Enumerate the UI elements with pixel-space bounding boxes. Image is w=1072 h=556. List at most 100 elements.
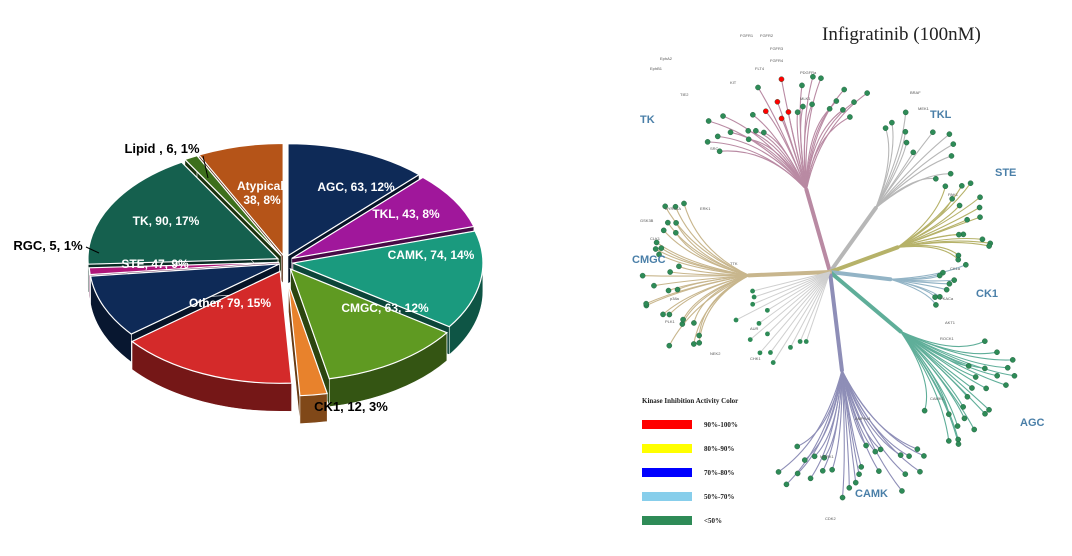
tree-kinase-label-braf: BRAF <box>910 90 921 95</box>
pie-slice-camk <box>290 230 484 328</box>
tree-group-label-camk: CAMK <box>855 488 888 500</box>
tree-leaf-other-11 <box>750 301 756 307</box>
tree-leaf-tk-20 <box>809 101 815 108</box>
pie-label-lipid: Lipid , 6, 1% <box>124 141 200 156</box>
tree-branch-ste-5 <box>897 196 981 248</box>
tree-trunk-cmgc <box>747 270 832 278</box>
tree-leaf-agc-17 <box>971 426 978 433</box>
tree-kinase-label-aur: AUR <box>750 326 759 331</box>
tree-branch-agc-14 <box>900 331 986 415</box>
tree-leaf-camk-7 <box>877 446 884 453</box>
tree-branch-tk-19 <box>799 85 807 190</box>
tree-leaf-agc-7 <box>1003 382 1009 388</box>
tree-leaf-tk-15 <box>785 109 792 115</box>
tree-leaf-ste-8 <box>977 214 983 220</box>
tree-trunk-camk <box>828 270 844 373</box>
tree-leaf-camk-2 <box>917 468 923 475</box>
pie-label-rgc: RGC, 5, 1% <box>13 238 83 253</box>
tree-branch-camk-6 <box>841 370 903 492</box>
tree-group-labels: TK TKL STE CK1 AGC CAMK CMGC <box>632 109 1045 500</box>
tree-leaf-ste-0 <box>942 183 949 190</box>
tree-kinase-label-erk1: ERK1 <box>700 206 711 211</box>
tree-leaf-tkl-11 <box>947 170 954 177</box>
tree-kinase-label-p38a: p38a <box>670 296 680 301</box>
pie-slice-ck1 <box>287 283 329 397</box>
tree-leaf-agc-12 <box>986 406 992 413</box>
tree-leaf-agc-8 <box>965 363 972 369</box>
tree-leaf-ste-7 <box>964 216 970 223</box>
tree-kinase-label-ampka1: AMPKa1 <box>855 416 872 421</box>
tree-leaf-agc-11 <box>969 385 975 391</box>
tree-branch-other-9 <box>767 271 831 311</box>
tree-kinase-label-ephb1: EphB1 <box>650 66 663 71</box>
tree-leaves <box>639 73 1018 501</box>
tree-leaf-ck1-2 <box>936 272 943 279</box>
tree-kinase-label-fgfr4: FGFR4 <box>770 58 784 63</box>
tree-leaf-ck1-0 <box>963 261 969 268</box>
tree-leaf-agc-6 <box>982 365 988 372</box>
tree-leaf-cmgc-6 <box>680 316 686 323</box>
tree-leaf-agc-3 <box>1004 364 1011 371</box>
tree-branch-tk-3 <box>708 120 807 191</box>
tree-leaf-ste-15 <box>955 256 962 263</box>
tree-branch-other-6 <box>767 271 831 335</box>
tree-leaf-cmgc-26 <box>672 203 679 210</box>
tree-branch-camk-24 <box>786 370 843 485</box>
tree-kinase-label-camk1: CAMK1 <box>930 396 945 401</box>
pie-slice-lipid <box>183 154 282 257</box>
tree-leaf-tk-13 <box>778 115 785 122</box>
tree-trunk-agc <box>828 270 903 334</box>
tree-leaf-tk-26 <box>840 107 846 113</box>
tree-kinase-label-dyrk1a: DYRK1A <box>665 206 681 211</box>
tree-branch-tk-1 <box>719 150 807 191</box>
tree-leaf-camk-22 <box>794 470 801 477</box>
tree-leaf-camk-23 <box>794 443 801 450</box>
tree-leaf-agc-18 <box>946 411 952 417</box>
tree-leaf-tk-19 <box>799 82 805 89</box>
tree-kinase-label-pkaca: PKACa <box>940 296 954 301</box>
tree-leaf-tk-25 <box>841 86 848 93</box>
tree-branch-tkl-8 <box>875 143 954 209</box>
tree-leaf-ck1-8 <box>933 302 939 308</box>
tree-leaf-camk-21 <box>801 457 808 463</box>
legend-swatch-1 <box>642 444 692 453</box>
tree-leaf-tkl-2 <box>902 109 909 116</box>
kinome-tree-canvas: Infigratinib (100nM) FGFR1 FGFR2FGFR3FGFR… <box>632 24 1045 525</box>
legend-swatch-2 <box>642 468 692 477</box>
tree-kinase-label-pak1: PAK1 <box>948 192 959 197</box>
tree-branch-ste-3 <box>897 198 953 248</box>
pie-label-atypical-line-1: 38, 8% <box>243 193 281 207</box>
tree-kinase-label-cdk2: CDK2 <box>825 516 836 521</box>
tree-leaf-ste-2 <box>967 180 974 187</box>
tree-branch-ck1-8 <box>890 278 937 306</box>
tree-leaf-cmgc-18 <box>652 246 659 252</box>
tree-leaf-agc-4 <box>1011 373 1018 379</box>
tree-leaf-tkl-7 <box>946 131 953 137</box>
tree-leaf-agc-0 <box>982 338 988 344</box>
tree-leaf-other-2 <box>788 344 793 350</box>
tree-branch-other-4 <box>770 271 831 353</box>
tree-kinase-label-ttk: TTK <box>730 261 738 266</box>
tree-leaf-tkl-3 <box>902 128 909 135</box>
tree-branch-tkl-1 <box>875 122 894 209</box>
tree-branch-other-2 <box>790 271 831 348</box>
tree-leaf-camk-0 <box>921 453 927 459</box>
tree-leaf-tkl-5 <box>910 149 917 156</box>
tree-leaf-camk-9 <box>876 468 882 474</box>
tree-leaf-cmgc-22 <box>673 229 679 236</box>
tree-branch-agc-2 <box>900 330 1013 361</box>
legend-swatch-4 <box>642 516 692 525</box>
tree-leaf-camk-14 <box>846 485 853 491</box>
tree-leaf-cmgc-24 <box>673 220 679 226</box>
tree-branch-cmgc-10 <box>645 274 750 305</box>
tree-branch-camk-21 <box>804 370 843 461</box>
tree-kinase-label-fgfr3: FGFR3 <box>770 46 784 51</box>
pie-label-tkl: TKL, 43, 8% <box>372 207 440 221</box>
tree-branches <box>642 76 1015 498</box>
tree-leaf-agc-5 <box>994 372 1000 379</box>
tree-leaf-camk-13 <box>852 479 859 486</box>
pie-label-cmgc: CMGC, 63, 12% <box>341 301 429 315</box>
tree-branch-cmgc-27 <box>683 203 750 276</box>
tree-leaf-tk-17 <box>794 109 801 116</box>
tree-trunk-ck1 <box>828 270 893 282</box>
